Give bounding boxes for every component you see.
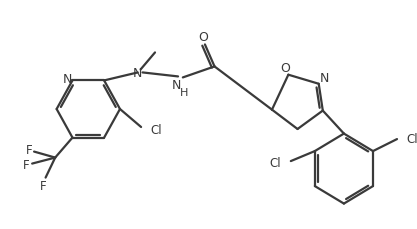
Text: N: N [133, 67, 143, 79]
Text: Cl: Cl [151, 124, 162, 137]
Text: F: F [40, 179, 47, 192]
Text: Cl: Cl [407, 132, 417, 145]
Text: O: O [281, 62, 290, 75]
Text: N: N [171, 79, 181, 92]
Text: H: H [180, 88, 188, 98]
Text: F: F [23, 158, 30, 171]
Text: F: F [26, 143, 33, 156]
Text: O: O [198, 31, 208, 44]
Text: Cl: Cl [270, 156, 281, 169]
Text: N: N [63, 73, 73, 86]
Text: N: N [320, 72, 329, 85]
